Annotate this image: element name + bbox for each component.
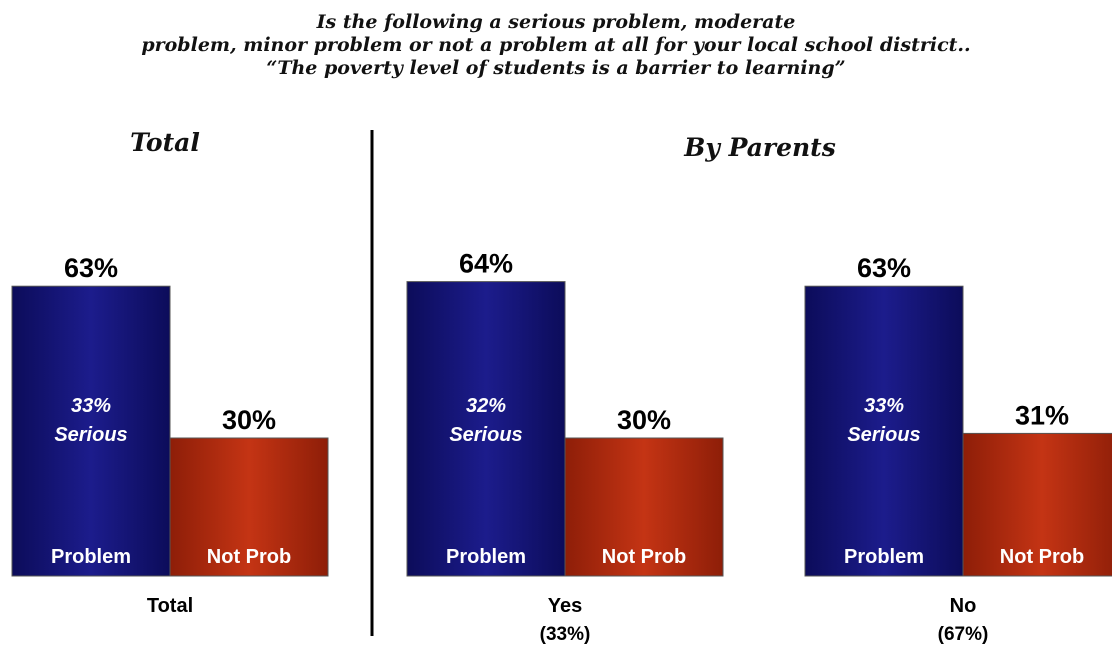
- serious-percent-label: 32%: [466, 395, 506, 417]
- serious-label: Serious: [847, 424, 920, 446]
- chart-title-line-3: “The poverty level of students is a barr…: [266, 57, 845, 79]
- group-sublabel: (67%): [938, 624, 989, 645]
- data-label-problem: 63%: [64, 253, 118, 283]
- bar-label-problem: Problem: [844, 546, 924, 568]
- serious-label: Serious: [54, 424, 127, 446]
- group-label: No: [950, 595, 977, 617]
- chart-title-line-1: Is the following a serious problem, mode…: [316, 11, 796, 33]
- bar-not-problem: [169, 437, 329, 577]
- bar-not-problem: [564, 437, 724, 577]
- serious-label: Serious: [449, 424, 522, 446]
- bar-label-problem: Problem: [446, 546, 526, 568]
- bar-label-not-problem: Not Prob: [207, 546, 291, 568]
- data-label-not-problem: 31%: [1015, 400, 1069, 430]
- bar-groups: 63% 30% 33% Serious Problem Not Prob Total 64% 3…: [11, 249, 1112, 645]
- bar-label-not-problem: Not Prob: [1000, 546, 1084, 568]
- data-label-problem: 63%: [857, 253, 911, 283]
- bar-label-not-problem: Not Prob: [602, 546, 686, 568]
- panel-heading-by-parents: By Parents: [683, 133, 836, 162]
- chart-title-line-2: problem, minor problem or not a problem …: [141, 34, 970, 56]
- bar-problem: [406, 281, 566, 577]
- group-label: Total: [147, 595, 193, 617]
- panel-heading-total: Total: [130, 128, 200, 157]
- data-label-not-problem: 30%: [222, 405, 276, 435]
- data-label-not-problem: 30%: [617, 405, 671, 435]
- serious-percent-label: 33%: [71, 395, 111, 417]
- bar-label-problem: Problem: [51, 546, 131, 568]
- serious-percent-label: 33%: [864, 395, 904, 417]
- bar-problem: [804, 285, 964, 577]
- group-label: Yes: [548, 595, 582, 617]
- bar-not-problem: [962, 432, 1112, 577]
- group-sublabel: (33%): [540, 624, 591, 645]
- bar-problem: [11, 285, 171, 577]
- data-label-problem: 64%: [459, 249, 513, 279]
